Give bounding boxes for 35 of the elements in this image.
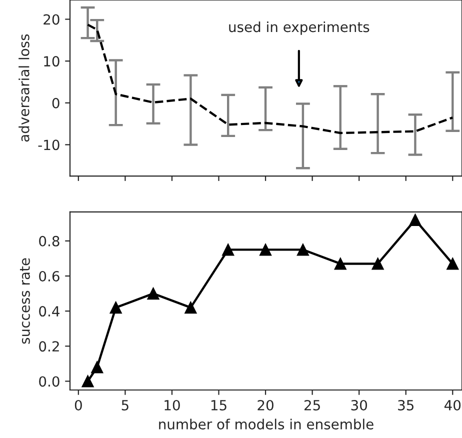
- x-tick-label: 10: [164, 400, 180, 410]
- point: [91, 361, 104, 374]
- point: [409, 214, 422, 226]
- y-tick-label: 0.8: [39, 236, 60, 246]
- x-axis-title: number of models in ensemble: [159, 418, 374, 430]
- line-series: [86, 24, 454, 134]
- x-tick-label: 0: [74, 400, 82, 410]
- point: [372, 258, 384, 270]
- y-axis-title: adversarial loss: [18, 34, 30, 142]
- x-tick-label: 35: [398, 400, 414, 410]
- y-tick-label: 10: [44, 56, 60, 67]
- x-tick-label: 40: [444, 400, 461, 410]
- point: [446, 258, 459, 270]
- x-tick-label: 15: [211, 400, 226, 410]
- x-tick-label: 5: [122, 400, 128, 410]
- x-tick-label: 30: [351, 400, 367, 410]
- point: [296, 244, 310, 256]
- y-tick-label: 0.0: [39, 376, 60, 387]
- y-tick-label: 0.4: [39, 306, 60, 317]
- annotation: used in experiments: [229, 21, 370, 35]
- x-tick-label: 25: [304, 400, 320, 410]
- y-tick-label: 0.2: [39, 341, 59, 352]
- point: [222, 244, 234, 256]
- point: [110, 301, 122, 314]
- point: [82, 375, 94, 388]
- y-tick-label: 0: [52, 98, 60, 108]
- y-tick-label: -10: [38, 140, 60, 150]
- point: [184, 301, 197, 314]
- y-axis-title: success rate: [20, 258, 30, 344]
- point: [147, 287, 160, 300]
- y-tick-label: 20: [44, 14, 60, 25]
- x-tick-label: 20: [258, 400, 274, 410]
- y-tick-label: 0.6: [39, 270, 60, 282]
- point: [334, 258, 346, 270]
- point: [259, 244, 272, 256]
